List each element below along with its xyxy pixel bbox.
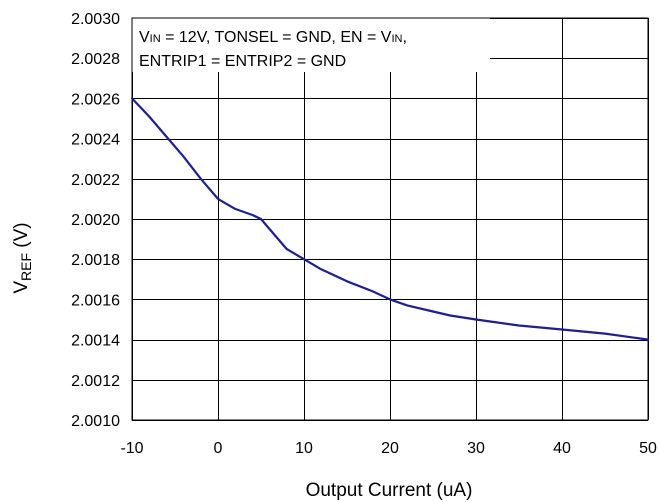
y-tick-label: 2.0014 [71,333,120,350]
annotation-line-2: ENTRIP1 = ENTRIP2 = GND [139,53,346,70]
y-tick-label: 2.0026 [71,91,120,108]
y-tick-label: 2.0016 [71,292,120,309]
y-tick-label: 2.0028 [71,51,120,68]
annotation-box [132,18,490,72]
y-tick-label: 2.0018 [71,252,120,269]
y-tick-label: 2.0030 [71,11,120,28]
x-tick-label: 10 [295,440,313,457]
plot-frame [131,17,649,421]
y-tick-labels: 2.0010 2.0012 2.0014 2.0016 2.0018 2.0020 2.00… [71,11,120,430]
x-tick-label: 50 [639,440,657,457]
annotation-line-1: VIN = 12V, TONSEL = GND, EN = VIN, [139,29,407,46]
y-tick-label: 2.0024 [71,132,120,149]
y-tick-label: 2.0022 [71,172,120,189]
x-axis-title: Output Current (uA) [306,480,473,501]
gridlines [132,18,649,421]
y-tick-label: 2.0020 [71,212,120,229]
x-tick-label: -10 [120,440,143,457]
x-tick-labels: -10 0 10 20 30 40 50 [120,440,657,457]
y-axis-title: VREF (V) [11,222,34,293]
y-tick-label: 2.0012 [71,373,120,390]
x-tick-label: 30 [467,440,485,457]
x-tick-label: 0 [214,440,223,457]
x-tick-label: 20 [381,440,399,457]
series-line [130,97,650,341]
x-tick-label: 40 [553,440,571,457]
y-tick-label: 2.0010 [71,413,120,430]
